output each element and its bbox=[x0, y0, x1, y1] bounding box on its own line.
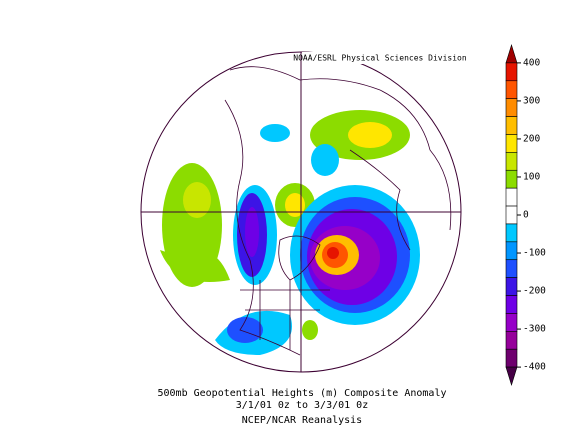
colorbar: 400 300 200 100 0 -100 -200 -300 -400 bbox=[505, 43, 546, 387]
colorbar-label: -400 bbox=[523, 362, 546, 373]
colorbar-label: -100 bbox=[523, 248, 546, 259]
colorbar-swatch bbox=[505, 348, 518, 368]
colorbar-swatch bbox=[505, 134, 518, 153]
colorbar-label: -300 bbox=[523, 324, 546, 335]
colorbar-label: 0 bbox=[523, 210, 529, 221]
caption: NCEP/NCAR Reanalysis bbox=[242, 415, 362, 426]
map bbox=[141, 52, 461, 372]
colorbar-label: 300 bbox=[523, 95, 540, 106]
colorbar-swatch bbox=[505, 259, 518, 278]
colorbar-swatch bbox=[505, 331, 518, 350]
colorbar-swatch bbox=[505, 223, 518, 243]
colorbar-swatch bbox=[505, 277, 518, 296]
coastlines bbox=[224, 66, 452, 356]
colorbar-swatch bbox=[505, 187, 518, 207]
colorbar-swatch bbox=[505, 62, 518, 82]
colorbar-swatch bbox=[505, 98, 518, 117]
colorbar-swatch bbox=[505, 169, 518, 189]
colorbar-swatch bbox=[505, 152, 518, 171]
colorbar-swatch bbox=[505, 241, 518, 261]
credit-box bbox=[302, 52, 462, 64]
colorbar-arrow bbox=[505, 366, 518, 387]
colorbar-swatch bbox=[505, 205, 518, 225]
credit: NOAA/ESRL Physical Sciences Division bbox=[293, 54, 467, 63]
colorbar-swatch bbox=[505, 295, 518, 314]
colorbar-label: -200 bbox=[523, 286, 546, 297]
colorbar-label: 200 bbox=[523, 133, 540, 144]
colorbar-label: 400 bbox=[523, 57, 540, 68]
colorbar-swatch bbox=[505, 116, 518, 135]
caption: 3/1/01 0z to 3/3/01 0z bbox=[236, 400, 368, 411]
colorbar-arrow bbox=[505, 43, 518, 64]
colorbar-swatch bbox=[505, 313, 518, 332]
colorbar-label: 100 bbox=[523, 171, 540, 182]
caption: 500mb Geopotential Heights (m) Composite… bbox=[158, 388, 447, 399]
colorbar-swatch bbox=[505, 80, 518, 99]
